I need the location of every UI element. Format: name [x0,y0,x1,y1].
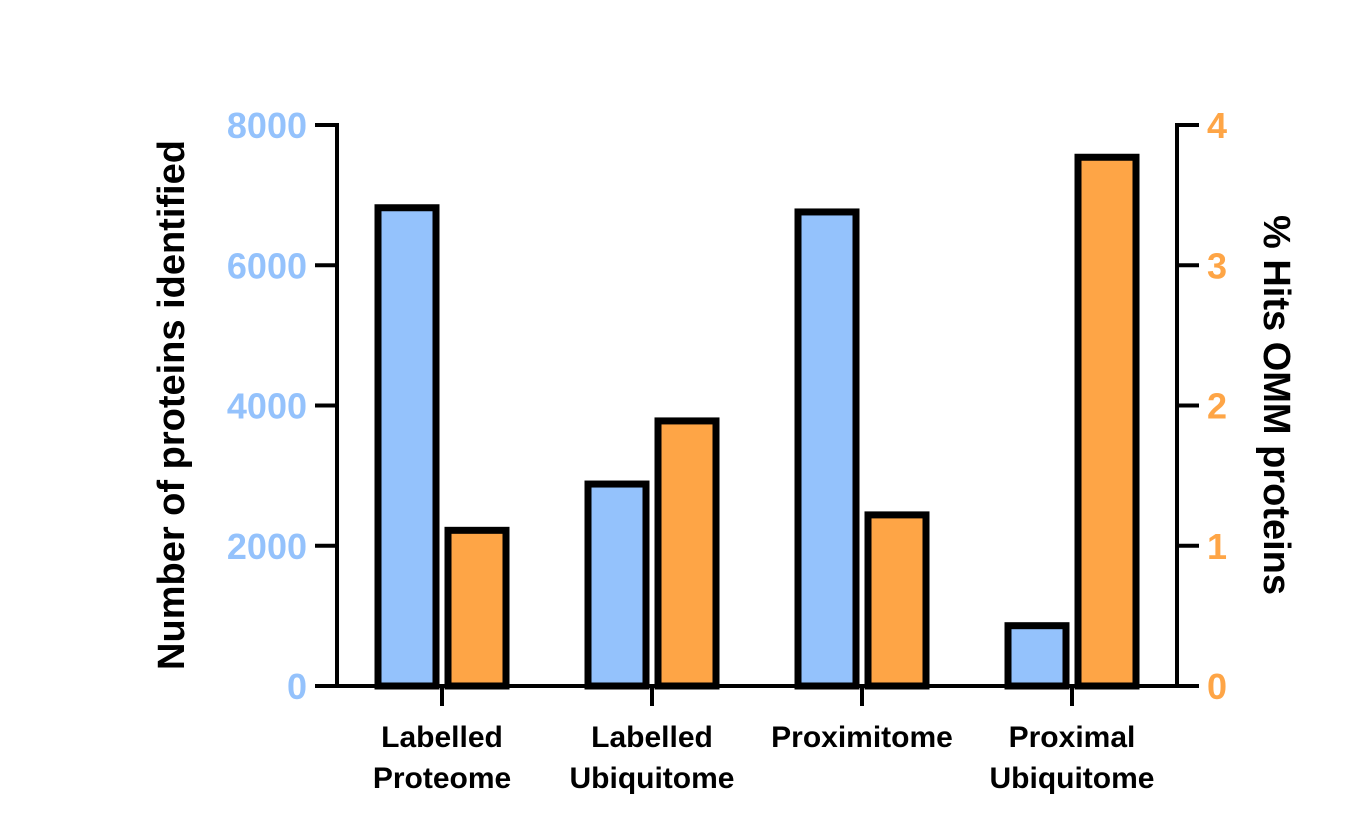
category-label: Labelled [591,721,713,754]
bar-percent-omm [444,526,510,690]
left-tick-label: 4000 [227,386,307,427]
right-tick-label: 2 [1207,386,1227,427]
category-label: Proximal [1009,721,1136,754]
category-label: Ubiquitome [570,762,735,795]
left-tick-label: 2000 [227,526,307,567]
category-label: Ubiquitome [990,762,1155,795]
bar-proteins-identified [1004,622,1070,690]
labels: 0 2000 4000 6000 8000 0 1 2 3 4 Labelled Proteome La… [227,105,1227,795]
right-axis-title: % Hits OMM proteins [1255,215,1297,595]
left-axis-title: Number of proteins identified [151,140,193,670]
bar-proteins-identified [374,204,440,690]
category-label: Labelled [381,721,503,754]
bar-proteins-identified [584,480,650,690]
right-tick-label: 0 [1207,666,1227,707]
bar-proteins-identified [794,208,860,690]
right-tick-label: 3 [1207,245,1227,286]
bar-percent-omm [864,511,930,690]
category-label: Proximitome [771,721,953,754]
left-tick-label: 0 [287,666,307,707]
bars [374,153,1140,690]
right-tick-label: 4 [1207,105,1227,146]
category-label: Proteome [373,762,511,795]
left-tick-label: 8000 [227,105,307,146]
left-tick-label: 6000 [227,245,307,286]
bar-percent-omm [1074,153,1140,690]
right-tick-label: 1 [1207,526,1227,567]
bar-percent-omm [654,417,720,690]
